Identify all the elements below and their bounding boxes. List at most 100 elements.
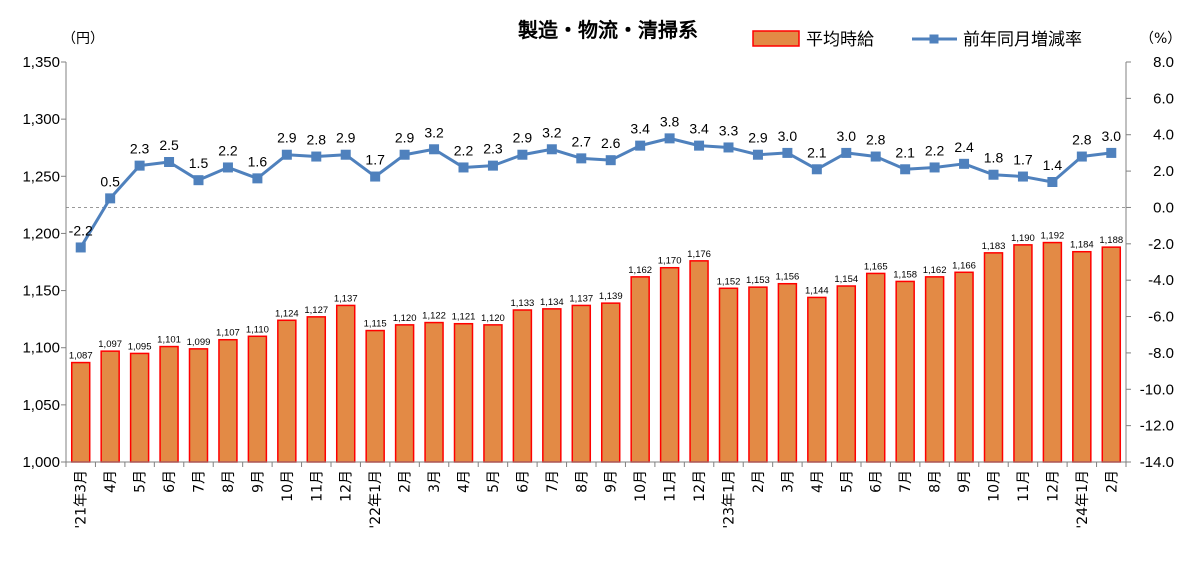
x-tick-label: 8月 bbox=[928, 470, 944, 493]
x-tick-label: 10月 bbox=[280, 470, 296, 502]
line-marker bbox=[1017, 171, 1028, 182]
line-marker bbox=[487, 160, 498, 171]
bar-data-label: 1,099 bbox=[187, 337, 211, 348]
x-tick-label: 9月 bbox=[250, 470, 266, 493]
line-data-label: 2.4 bbox=[954, 139, 974, 155]
line-data-label: 2.3 bbox=[483, 141, 503, 157]
bar bbox=[807, 296, 827, 463]
bar bbox=[777, 282, 798, 463]
bar-data-label: 1,162 bbox=[923, 265, 947, 276]
line-data-label: 3.3 bbox=[719, 122, 739, 138]
bar-data-label: 1,139 bbox=[599, 291, 623, 302]
line-marker bbox=[370, 171, 381, 182]
x-tick-label: 8月 bbox=[574, 470, 590, 493]
bar-data-label: 1,115 bbox=[364, 319, 387, 330]
bar bbox=[983, 252, 1004, 463]
bar-data-label: 1,120 bbox=[481, 313, 505, 324]
line-marker bbox=[752, 149, 763, 160]
bar bbox=[129, 352, 150, 463]
x-axis-ticks: '21年3月 4月 5月 6月 7月 8月 9月 10月 11月 12月 '22年1月 2月 3月 4月 5… bbox=[65, 462, 1127, 529]
bar bbox=[188, 348, 209, 463]
bar bbox=[630, 276, 650, 463]
right-tick-label: 8.0 bbox=[1153, 54, 1174, 71]
line-data-label: 0.5 bbox=[100, 173, 120, 189]
bar-data-label: 1,110 bbox=[246, 324, 269, 335]
line-data-labels: -2.2 0.5 2.3 2.5 1.5 2.2 1.6 2.9 2.8 2.9 1.7 2.9 3.2… bbox=[69, 113, 1122, 238]
right-tick-label: 6.0 bbox=[1153, 90, 1174, 107]
line-marker bbox=[723, 142, 734, 153]
right-tick-label: 2.0 bbox=[1153, 163, 1174, 180]
bar-data-label: 1,156 bbox=[775, 272, 799, 283]
line-data-label: 3.4 bbox=[689, 121, 709, 137]
legend: 平均時給 前年同月増減率 bbox=[752, 30, 1082, 50]
bar bbox=[247, 335, 268, 463]
line-data-label: 2.8 bbox=[307, 132, 327, 148]
line-data-label: 3.2 bbox=[542, 124, 562, 140]
bar-data-label: 1,166 bbox=[952, 260, 976, 271]
bar-data-label: 1,162 bbox=[628, 265, 652, 276]
line-data-label: 1.6 bbox=[248, 153, 268, 169]
line-data-label: 2.9 bbox=[748, 130, 768, 146]
x-tick-label: 9月 bbox=[604, 470, 620, 493]
bar-data-labels: 1,087 1,097 1,095 1,101 1,099 1,107 1,110 1,124… bbox=[69, 231, 1123, 362]
bar-data-label: 1,152 bbox=[717, 276, 741, 287]
bar bbox=[1072, 250, 1092, 463]
bar-data-label: 1,107 bbox=[216, 328, 240, 339]
x-tick-label: 10月 bbox=[633, 470, 649, 502]
bar bbox=[1042, 241, 1063, 463]
line-marker bbox=[75, 242, 86, 253]
line-marker bbox=[193, 175, 204, 186]
bar bbox=[542, 308, 562, 463]
chart-title: 製造・物流・清掃系 bbox=[518, 18, 698, 42]
line-marker bbox=[222, 162, 233, 173]
bar-data-label: 1,188 bbox=[1099, 235, 1123, 246]
x-tick-label: 8月 bbox=[221, 470, 237, 493]
bar-data-label: 1,137 bbox=[334, 293, 358, 304]
line-marker bbox=[164, 157, 175, 167]
bar-data-label: 1,101 bbox=[157, 335, 181, 346]
right-axis-ticks: -14.0 -12.0 -10.0 -8.0 -6.0 -4.0 -2.0 0.0 2.0 4.0… bbox=[1126, 54, 1174, 471]
line-marker bbox=[311, 151, 322, 162]
x-tick-label: 11月 bbox=[663, 470, 679, 502]
x-tick-label: 7月 bbox=[898, 470, 914, 493]
left-tick-label: 1,100 bbox=[22, 340, 60, 357]
right-tick-label: -2.0 bbox=[1148, 236, 1174, 253]
line-marker bbox=[635, 140, 646, 151]
bar bbox=[689, 260, 709, 463]
bar-data-label: 1,184 bbox=[1070, 240, 1094, 251]
line-marker bbox=[399, 149, 410, 160]
bar bbox=[70, 361, 91, 463]
x-tick-label: 12月 bbox=[692, 470, 708, 502]
line-data-label: 2.1 bbox=[807, 144, 827, 160]
line-data-label: -2.2 bbox=[69, 222, 93, 238]
line-data-label: 3.4 bbox=[630, 121, 650, 137]
x-tick-label: '22年1月 bbox=[368, 470, 384, 529]
x-tick-label: 5月 bbox=[486, 470, 502, 493]
line-marker bbox=[281, 149, 292, 160]
x-tick-label: 2月 bbox=[398, 470, 414, 493]
x-tick-label: 11月 bbox=[309, 470, 325, 502]
line-marker bbox=[811, 164, 822, 175]
bar bbox=[159, 345, 179, 463]
left-tick-label: 1,050 bbox=[22, 397, 60, 414]
line-data-label: 1.8 bbox=[984, 150, 1004, 166]
right-tick-label: -4.0 bbox=[1148, 272, 1174, 289]
bar bbox=[1101, 246, 1122, 463]
line-marker bbox=[664, 133, 675, 144]
line-data-label: 1.4 bbox=[1043, 157, 1063, 173]
line-marker bbox=[458, 162, 469, 173]
bar-data-label: 1,192 bbox=[1040, 231, 1064, 242]
line-data-label: 2.9 bbox=[395, 130, 415, 146]
legend-line-label: 前年同月増減率 bbox=[963, 30, 1082, 50]
x-tick-label: 5月 bbox=[133, 470, 149, 493]
bar bbox=[512, 309, 533, 463]
line-marker bbox=[429, 144, 440, 155]
line-marker bbox=[900, 164, 911, 175]
bar bbox=[836, 285, 857, 463]
bar-data-label: 1,190 bbox=[1011, 233, 1035, 244]
bar bbox=[483, 324, 503, 463]
left-axis-ticks: 1,000 1,050 1,100 1,150 1,200 1,250 1,300 1,350 bbox=[22, 54, 66, 471]
bar bbox=[1013, 244, 1033, 463]
line-marker bbox=[959, 158, 970, 169]
